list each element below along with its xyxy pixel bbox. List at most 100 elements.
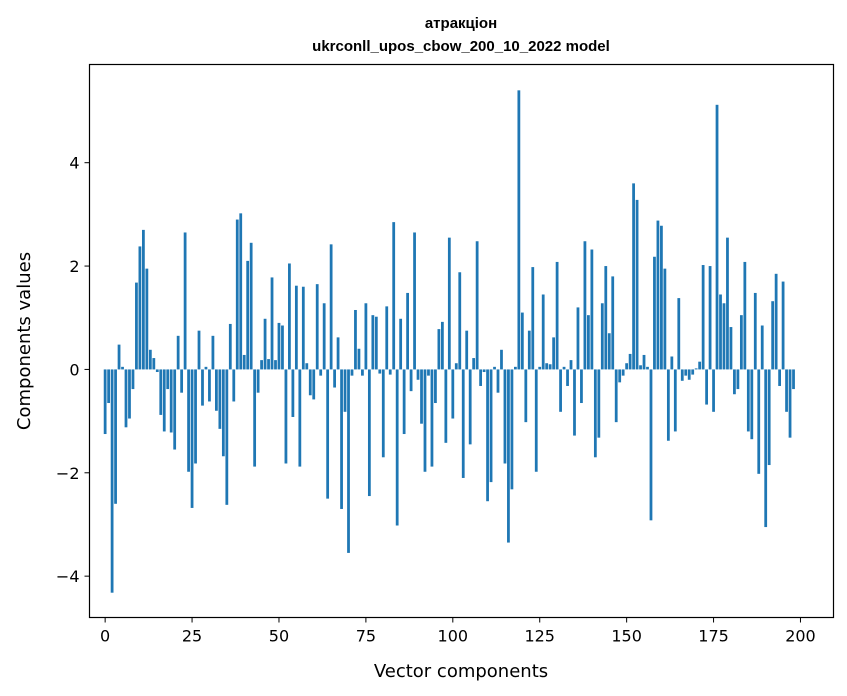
bar xyxy=(225,369,229,505)
bar xyxy=(788,369,792,438)
bar xyxy=(152,358,156,370)
bar xyxy=(260,360,263,370)
bar xyxy=(319,369,323,376)
bar xyxy=(121,366,124,370)
chart-title-line1: атракціон xyxy=(425,15,497,32)
bar xyxy=(503,369,507,464)
bar xyxy=(326,369,330,499)
bar xyxy=(343,369,347,412)
bar xyxy=(434,369,437,404)
bar xyxy=(378,369,382,374)
bar xyxy=(166,369,170,390)
plot-frame xyxy=(88,63,835,619)
bar xyxy=(298,369,302,467)
x-tick-label: 0 xyxy=(100,627,110,646)
bar xyxy=(256,369,260,393)
bar xyxy=(642,354,646,370)
bar xyxy=(541,294,545,370)
bar xyxy=(632,183,635,370)
bar xyxy=(771,301,775,370)
bar xyxy=(399,318,403,370)
x-tick-label: 125 xyxy=(524,627,555,646)
bar xyxy=(639,365,642,370)
bar xyxy=(350,369,354,376)
bar xyxy=(545,363,549,370)
bar xyxy=(625,363,629,370)
bar xyxy=(180,369,184,393)
bar xyxy=(242,354,246,370)
bar xyxy=(475,241,479,370)
bar xyxy=(656,220,660,370)
bar xyxy=(354,309,357,370)
bar xyxy=(510,369,514,490)
bar xyxy=(517,90,521,370)
bar xyxy=(381,369,385,458)
bar xyxy=(169,369,173,433)
bar xyxy=(715,104,719,370)
bar xyxy=(131,369,135,390)
bar xyxy=(440,321,444,370)
bar xyxy=(253,369,257,467)
bar xyxy=(746,369,750,432)
bar xyxy=(531,267,535,370)
bar xyxy=(427,369,430,376)
bar xyxy=(361,369,364,376)
x-tick-label: 25 xyxy=(182,627,202,646)
bar xyxy=(284,369,288,464)
bar xyxy=(698,361,702,370)
bar xyxy=(329,244,333,370)
bar xyxy=(729,327,733,370)
bar xyxy=(760,325,764,370)
bar xyxy=(736,369,740,390)
bar xyxy=(347,369,350,553)
x-tick-label: 175 xyxy=(698,627,729,646)
bar xyxy=(454,363,458,370)
bar xyxy=(489,369,493,483)
bar xyxy=(274,360,277,370)
bar xyxy=(114,369,117,504)
bar xyxy=(621,369,625,376)
bar xyxy=(739,315,743,370)
bar xyxy=(785,369,788,412)
bar xyxy=(402,369,406,435)
bar xyxy=(451,369,455,419)
bar xyxy=(520,312,524,370)
bar xyxy=(653,256,656,370)
bar xyxy=(232,369,236,402)
bar xyxy=(409,369,413,392)
bar xyxy=(357,348,361,370)
bar xyxy=(562,366,566,370)
bar xyxy=(413,232,416,370)
bar xyxy=(208,369,211,402)
bar xyxy=(687,369,691,380)
bar xyxy=(187,369,190,472)
bar xyxy=(500,349,503,370)
bar xyxy=(708,266,712,370)
bar xyxy=(507,369,510,543)
bar xyxy=(437,329,441,370)
bar xyxy=(552,337,556,370)
x-tick-label: 75 xyxy=(356,627,376,646)
bar xyxy=(646,366,649,370)
bar xyxy=(691,369,695,375)
bar xyxy=(514,366,517,370)
bar xyxy=(764,369,768,528)
bar xyxy=(468,369,472,445)
bar xyxy=(228,323,232,370)
y-tick-label: 2 xyxy=(69,257,79,276)
bar xyxy=(781,281,785,370)
bar xyxy=(712,369,715,412)
bar xyxy=(593,369,597,458)
bar xyxy=(322,303,326,370)
chart-title-line2: ukrconll_upos_cbow_200_10_2022 model xyxy=(312,38,610,55)
bar xyxy=(267,359,270,370)
bar xyxy=(288,263,291,370)
bar xyxy=(705,369,708,405)
bar xyxy=(246,260,250,370)
bar xyxy=(145,268,149,370)
bar xyxy=(778,369,781,386)
bar xyxy=(774,273,778,370)
bar xyxy=(583,241,587,370)
bar xyxy=(305,363,309,370)
x-tick-label: 100 xyxy=(438,627,469,646)
